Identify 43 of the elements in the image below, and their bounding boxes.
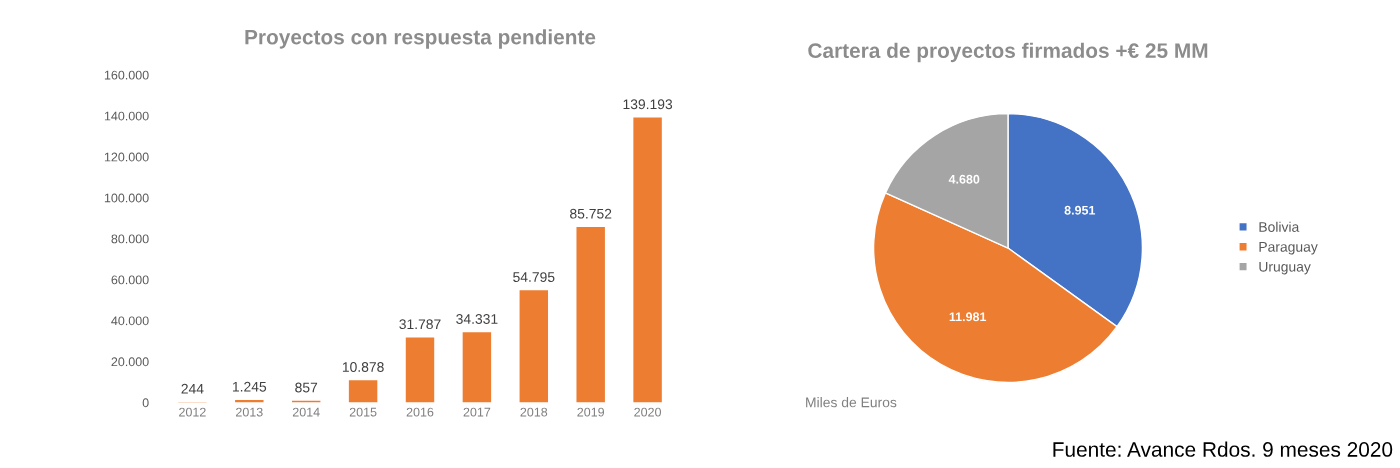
- y-tick-label: 120.000: [104, 152, 149, 162]
- text: Miles de Euros: [806, 397, 897, 408]
- x-tick-label: 2013: [236, 407, 263, 417]
- legend-label: Bolivia: [1259, 221, 1300, 232]
- chart-title: Cartera de proyectos firmados +€ 25 MM: [808, 42, 1208, 63]
- data-label: 34.331: [456, 314, 498, 324]
- bar: [348, 380, 378, 403]
- bar: [576, 226, 605, 403]
- x-tick-label: 2020: [634, 407, 662, 417]
- x-tick-label: 2018: [520, 407, 548, 417]
- data-label: 85.752: [570, 208, 612, 219]
- legend-label: Paraguay: [1259, 242, 1318, 255]
- data-label: 1.245: [232, 381, 267, 392]
- source-note: Fuente: Avance Rdos. 9 meses 2020: [1053, 441, 1393, 457]
- bar: [633, 117, 662, 403]
- bar: [519, 290, 549, 403]
- data-label: 54.795: [513, 272, 555, 282]
- bar: [462, 332, 492, 403]
- y-tick-label: 60.000: [111, 275, 149, 285]
- y-tick-label: 80.000: [111, 234, 149, 244]
- x-tick-label: 2012: [179, 407, 206, 417]
- y-tick-label: 140.000: [104, 111, 149, 121]
- data-label: 4.680: [948, 174, 980, 184]
- legend-label: Uruguay: [1259, 261, 1311, 275]
- x-tick-label: 2017: [463, 407, 491, 417]
- y-tick-label: 100.000: [104, 193, 149, 203]
- data-label: 139.193: [623, 99, 673, 110]
- y-tick-label: 160.000: [104, 70, 149, 80]
- data-label: 8.951: [1064, 205, 1096, 215]
- x-tick-label: 2015: [349, 407, 377, 417]
- y-tick-label: 40.000: [111, 316, 149, 326]
- data-label: 10.878: [342, 362, 384, 372]
- y-tick-label: 0: [142, 398, 149, 408]
- data-label: 857: [295, 382, 318, 393]
- bar: [405, 337, 435, 403]
- x-tick-label: 2019: [577, 407, 605, 417]
- data-label: 244: [181, 383, 204, 394]
- x-tick-label: 2016: [406, 407, 434, 417]
- y-tick-label: 20.000: [111, 357, 149, 367]
- data-label: 11.981: [949, 312, 987, 322]
- chart-title: Proyectos con respuesta pendiente: [245, 29, 596, 49]
- x-tick-label: 2014: [292, 407, 320, 417]
- data-label: 31.787: [399, 319, 441, 330]
